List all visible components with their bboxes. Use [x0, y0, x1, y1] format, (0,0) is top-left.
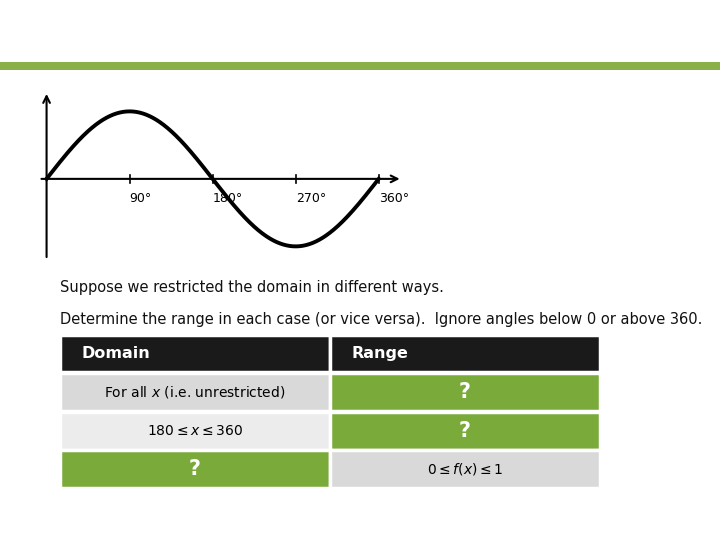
Text: Determine the range in each case (or vice versa).  Ignore angles below 0 or abov: Determine the range in each case (or vic…	[60, 312, 702, 327]
Bar	[60, 412, 330, 449]
Text: $0 \leq f(x) \leq 1$: $0 \leq f(x) \leq 1$	[426, 461, 503, 477]
Bar	[0, 62, 720, 70]
Text: 270°: 270°	[296, 192, 326, 205]
Text: ?: ?	[459, 382, 471, 402]
Text: ?: ?	[189, 460, 201, 480]
Text: Range: Range	[351, 346, 408, 361]
Bar	[330, 335, 600, 373]
Text: Suppose we restricted the domain in different ways.: Suppose we restricted the domain in diff…	[60, 280, 444, 295]
Text: 360°: 360°	[379, 192, 409, 205]
Text: ?: ?	[459, 421, 471, 441]
Bar	[330, 450, 600, 488]
Bar	[60, 373, 330, 411]
Text: For all $x$ (i.e. unrestricted): For all $x$ (i.e. unrestricted)	[104, 384, 286, 400]
Text: $180 \leq x \leq 360$: $180 \leq x \leq 360$	[147, 424, 243, 438]
Bar	[330, 373, 600, 411]
Bar	[60, 335, 330, 373]
Text: Range of Trigonometric Functions: Range of Trigonometric Functions	[13, 18, 541, 45]
Text: 180°: 180°	[212, 192, 243, 205]
Text: Domain: Domain	[81, 346, 150, 361]
Bar	[60, 450, 330, 488]
Text: 90°: 90°	[130, 192, 152, 205]
Bar	[330, 412, 600, 449]
